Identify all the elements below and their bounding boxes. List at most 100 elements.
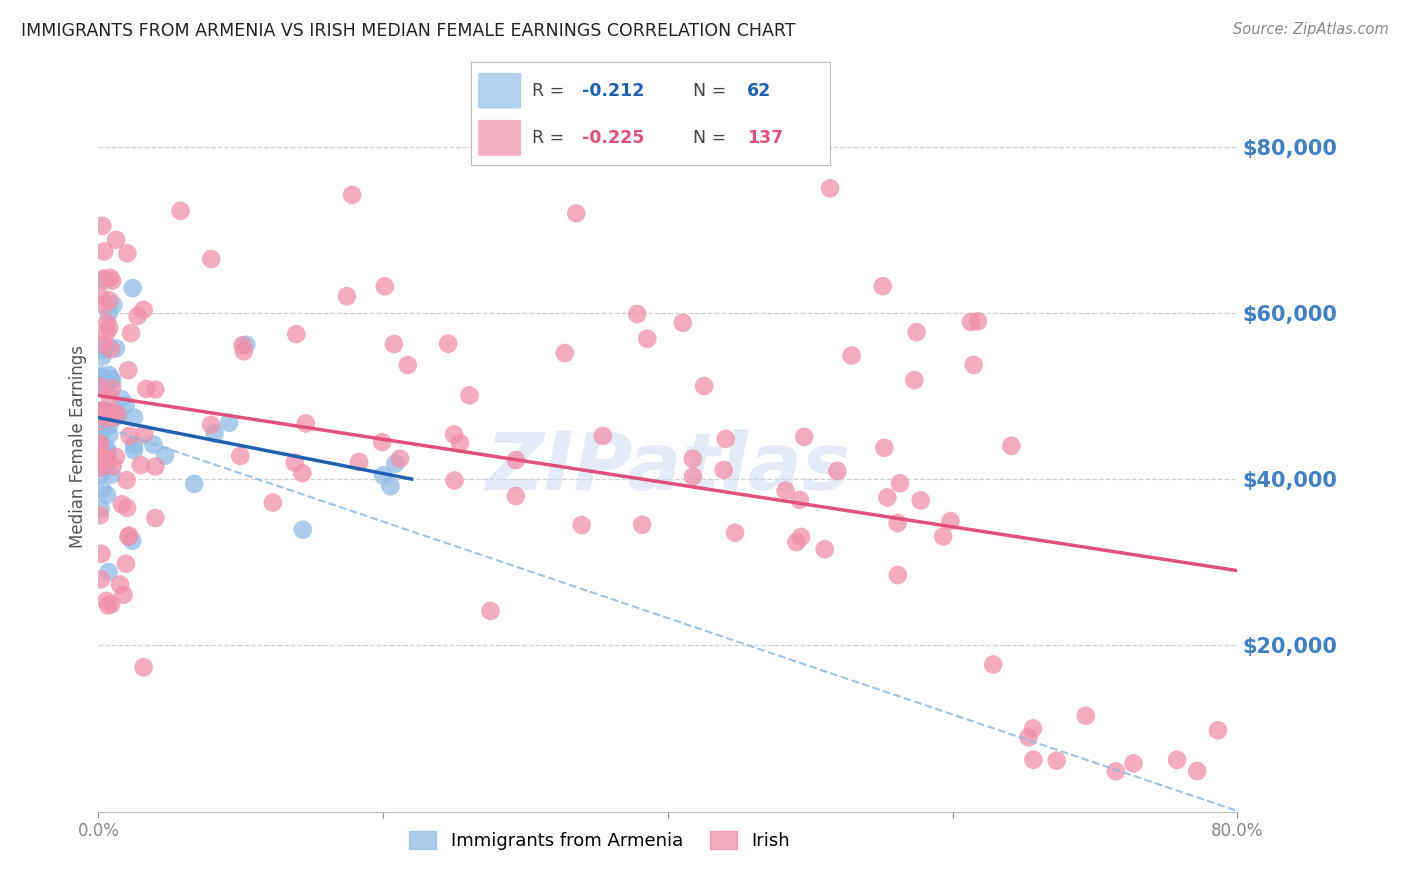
Point <box>876 491 898 505</box>
Point <box>117 530 139 544</box>
Point <box>235 337 257 351</box>
Point <box>565 206 588 220</box>
Point <box>294 417 316 431</box>
Point <box>122 410 145 425</box>
Point <box>872 279 894 293</box>
Point <box>145 511 167 525</box>
Point <box>340 188 363 202</box>
Point <box>98 418 121 433</box>
Point <box>1022 753 1045 767</box>
Point <box>89 368 111 383</box>
Point <box>1122 756 1144 771</box>
Point <box>793 430 815 444</box>
Point <box>97 599 120 613</box>
Point <box>91 405 114 419</box>
Point <box>960 315 983 329</box>
Point <box>96 326 118 340</box>
Point <box>204 426 226 441</box>
Text: 62: 62 <box>747 82 772 100</box>
Point <box>117 246 139 260</box>
Point <box>112 588 135 602</box>
Point <box>93 273 115 287</box>
Point <box>120 326 142 340</box>
Point <box>115 473 138 487</box>
Point <box>873 441 896 455</box>
Point <box>939 514 962 528</box>
Point <box>153 449 176 463</box>
Point <box>963 358 986 372</box>
Point <box>903 373 925 387</box>
Point <box>1206 723 1229 738</box>
Point <box>98 427 121 442</box>
Point <box>785 535 807 549</box>
Point <box>96 316 118 330</box>
Point <box>443 474 465 488</box>
Point <box>90 370 112 384</box>
Point <box>396 358 419 372</box>
Point <box>284 456 307 470</box>
Point <box>91 409 114 424</box>
Y-axis label: Median Female Earnings: Median Female Earnings <box>69 344 87 548</box>
Point <box>789 492 811 507</box>
Point <box>571 518 593 533</box>
Point <box>183 476 205 491</box>
Point <box>713 463 735 477</box>
Point <box>1000 439 1022 453</box>
Point <box>118 429 141 443</box>
Point <box>910 493 932 508</box>
Point <box>117 363 139 377</box>
Point <box>100 371 122 385</box>
Point <box>103 298 125 312</box>
Point <box>886 516 908 530</box>
Point <box>104 410 127 425</box>
Point <box>90 433 112 447</box>
Point <box>94 450 117 465</box>
Point <box>100 467 122 482</box>
Point <box>96 488 118 502</box>
Point <box>96 444 118 458</box>
Point <box>1022 722 1045 736</box>
Point <box>96 452 118 467</box>
Point <box>371 435 394 450</box>
Point <box>98 391 121 405</box>
Point <box>981 657 1004 672</box>
Point <box>262 495 284 509</box>
Text: IMMIGRANTS FROM ARMENIA VS IRISH MEDIAN FEMALE EARNINGS CORRELATION CHART: IMMIGRANTS FROM ARMENIA VS IRISH MEDIAN … <box>21 22 796 40</box>
Point <box>775 483 797 498</box>
Point <box>89 417 111 432</box>
Point <box>91 483 114 497</box>
Point <box>967 314 990 328</box>
Point <box>89 467 111 482</box>
Point <box>89 452 111 467</box>
Point <box>89 443 111 458</box>
Point <box>121 533 143 548</box>
Point <box>98 293 121 308</box>
Point <box>101 381 124 395</box>
Point <box>200 252 222 266</box>
Point <box>388 451 411 466</box>
Point <box>374 279 396 293</box>
Point <box>373 468 395 483</box>
Point <box>631 517 654 532</box>
Point <box>91 403 114 417</box>
Point <box>107 407 129 421</box>
Point <box>384 457 406 471</box>
Point <box>887 568 910 582</box>
Point <box>443 427 465 442</box>
Point <box>1018 731 1040 745</box>
Point <box>89 414 111 428</box>
Point <box>818 181 841 195</box>
Point <box>505 453 527 467</box>
Point <box>122 438 145 452</box>
Point <box>132 660 155 674</box>
Point <box>232 338 254 352</box>
Point <box>790 530 813 544</box>
Point <box>93 458 115 472</box>
FancyBboxPatch shape <box>478 120 522 156</box>
Point <box>554 346 576 360</box>
Text: -0.225: -0.225 <box>582 128 644 147</box>
Point <box>97 306 120 320</box>
Point <box>672 316 695 330</box>
Point <box>89 373 111 387</box>
Point <box>97 565 120 579</box>
